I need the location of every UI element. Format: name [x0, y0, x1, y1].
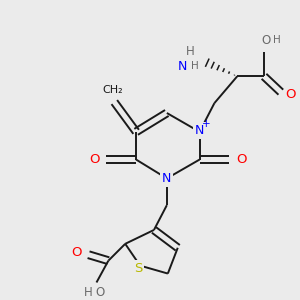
Text: H: H	[190, 61, 198, 71]
Text: H: H	[273, 34, 281, 45]
Text: O: O	[71, 246, 82, 259]
Text: O: O	[286, 88, 296, 101]
Text: H: H	[84, 286, 93, 299]
Text: N: N	[178, 60, 188, 73]
Text: O: O	[95, 286, 105, 299]
Text: S: S	[134, 262, 142, 275]
Text: CH₂: CH₂	[102, 85, 123, 95]
Text: H: H	[186, 45, 195, 58]
Text: N: N	[162, 172, 172, 185]
Text: +: +	[202, 119, 211, 129]
Text: O: O	[236, 153, 246, 166]
Text: O: O	[89, 153, 100, 166]
Text: O: O	[261, 34, 271, 47]
Text: N: N	[195, 124, 204, 137]
